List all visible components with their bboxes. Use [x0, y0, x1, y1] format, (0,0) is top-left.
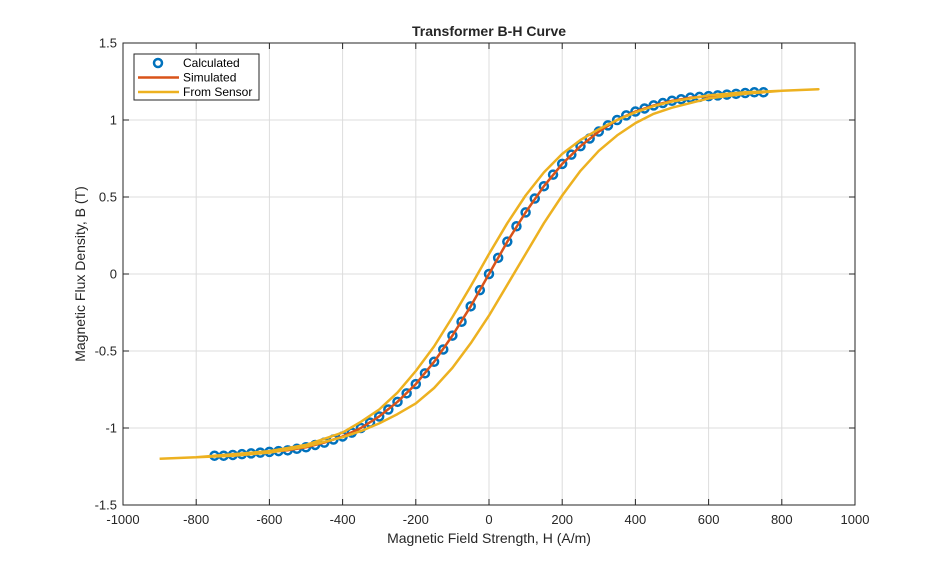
y-tick-label: -0.5 [95, 344, 117, 359]
calculated-point [456, 316, 467, 327]
calculated-point [410, 378, 422, 390]
x-tick-label: 600 [698, 512, 720, 527]
calculated-point [428, 356, 440, 368]
x-tick-label: -600 [256, 512, 282, 527]
legend-label: From Sensor [183, 85, 252, 99]
calculated-point [447, 330, 458, 341]
from-sensor-line [159, 87, 820, 461]
x-tick-label: -200 [403, 512, 429, 527]
x-tick-label: -1000 [106, 512, 139, 527]
calculated-point [438, 344, 449, 355]
calculated-point [492, 252, 504, 264]
x-tick-label: 1000 [841, 512, 870, 527]
y-tick-label: 0 [110, 267, 117, 282]
x-tick-label: -400 [330, 512, 356, 527]
y-tick-label: -1.5 [95, 498, 117, 513]
y-tick-label: -1 [105, 421, 117, 436]
calculated-point [502, 236, 513, 247]
x-tick-label: 800 [771, 512, 793, 527]
legend-marker-calculated [152, 57, 164, 69]
calculated-point [556, 158, 568, 170]
y-tick-label: 1.5 [99, 36, 117, 51]
calculated-point [401, 388, 412, 399]
calculated-point [529, 193, 540, 204]
x-axis-label: Magnetic Field Strength, H (A/m) [387, 530, 591, 546]
calculated-point [483, 268, 495, 280]
calculated-point [465, 301, 476, 312]
y-tick-label: 1 [110, 113, 117, 128]
plot-area [159, 87, 820, 461]
x-tick-label: 200 [551, 512, 573, 527]
x-tick-label: 0 [485, 512, 492, 527]
calculated-point [474, 284, 486, 296]
calculated-point [611, 114, 623, 126]
y-tick-label: 0.5 [99, 190, 117, 205]
x-tick-label: 400 [625, 512, 647, 527]
calculated-point [547, 169, 559, 180]
legend-label: Calculated [183, 56, 240, 70]
legend-label: Simulated [183, 71, 236, 85]
calculated-point [419, 368, 431, 379]
calculated-point [511, 221, 522, 232]
x-tick-label: -800 [183, 512, 209, 527]
calculated-point [538, 180, 550, 192]
ticks: -1000 -800 -600 -400 -200 0 200 400 600 800 1000 -1… [95, 36, 870, 528]
calculated-point [566, 149, 577, 160]
chart-title: Transformer B-H Curve [412, 23, 566, 39]
calculated-point [383, 404, 394, 415]
y-axis-label: Magnetic Flux Density, B (T) [72, 186, 88, 362]
calculated-point [392, 396, 403, 408]
calculated-point [575, 140, 586, 152]
calculated-point [520, 207, 531, 218]
calculated-point [373, 411, 385, 422]
